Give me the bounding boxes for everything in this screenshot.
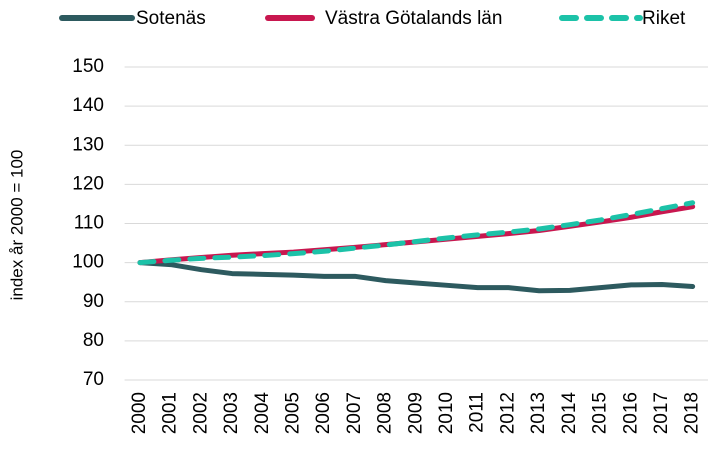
x-tick-label: 2004 — [252, 392, 273, 435]
y-tick-label: 80 — [83, 330, 104, 351]
x-tick-label: 2007 — [344, 392, 365, 434]
x-tick-label: 2014 — [559, 392, 580, 435]
x-tick-label: 2005 — [282, 392, 303, 434]
legend-label: Riket — [642, 8, 686, 29]
x-tick-label: 2006 — [313, 392, 334, 434]
y-tick-label: 150 — [72, 56, 104, 77]
y-tick-label: 110 — [74, 213, 104, 234]
y-tick-label: 90 — [83, 291, 104, 312]
x-tick-label: 2009 — [405, 392, 426, 434]
x-tick-label: 2018 — [682, 392, 703, 434]
series-line — [137, 204, 696, 266]
x-tick-label: 2015 — [590, 392, 611, 434]
y-axis-label: index år 2000 = 100 — [7, 150, 26, 301]
x-tick-label: 2001 — [160, 392, 181, 434]
x-tick-label: 2002 — [190, 392, 211, 434]
legend-label: Västra Götalands län — [325, 8, 502, 29]
y-tick-label: 100 — [72, 252, 104, 273]
y-tick-label: 70 — [83, 369, 104, 390]
series-line — [137, 260, 696, 294]
x-tick-label: 2016 — [620, 392, 641, 434]
x-tick-label: 2008 — [375, 392, 396, 434]
y-tick-label: 120 — [72, 173, 104, 194]
x-tick-label: 2010 — [436, 392, 457, 434]
y-tick-label: 140 — [72, 95, 104, 116]
x-tick-label: 2013 — [528, 392, 549, 434]
x-tick-label: 2017 — [651, 392, 672, 434]
series-line — [137, 200, 696, 266]
legend-label: Sotenäs — [136, 8, 206, 29]
x-tick-label: 2003 — [221, 392, 242, 434]
x-tick-label: 2012 — [497, 392, 518, 434]
y-tick-label: 130 — [72, 134, 104, 155]
x-tick-label: 2000 — [129, 392, 150, 434]
x-tick-label: 2011 — [467, 392, 488, 433]
